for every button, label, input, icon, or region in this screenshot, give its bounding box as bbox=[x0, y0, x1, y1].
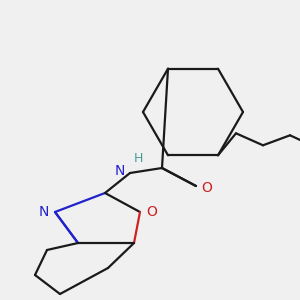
Text: H: H bbox=[134, 152, 143, 166]
Text: N: N bbox=[39, 205, 49, 219]
Text: O: O bbox=[146, 205, 157, 219]
Text: N: N bbox=[115, 164, 125, 178]
Text: O: O bbox=[201, 181, 212, 195]
